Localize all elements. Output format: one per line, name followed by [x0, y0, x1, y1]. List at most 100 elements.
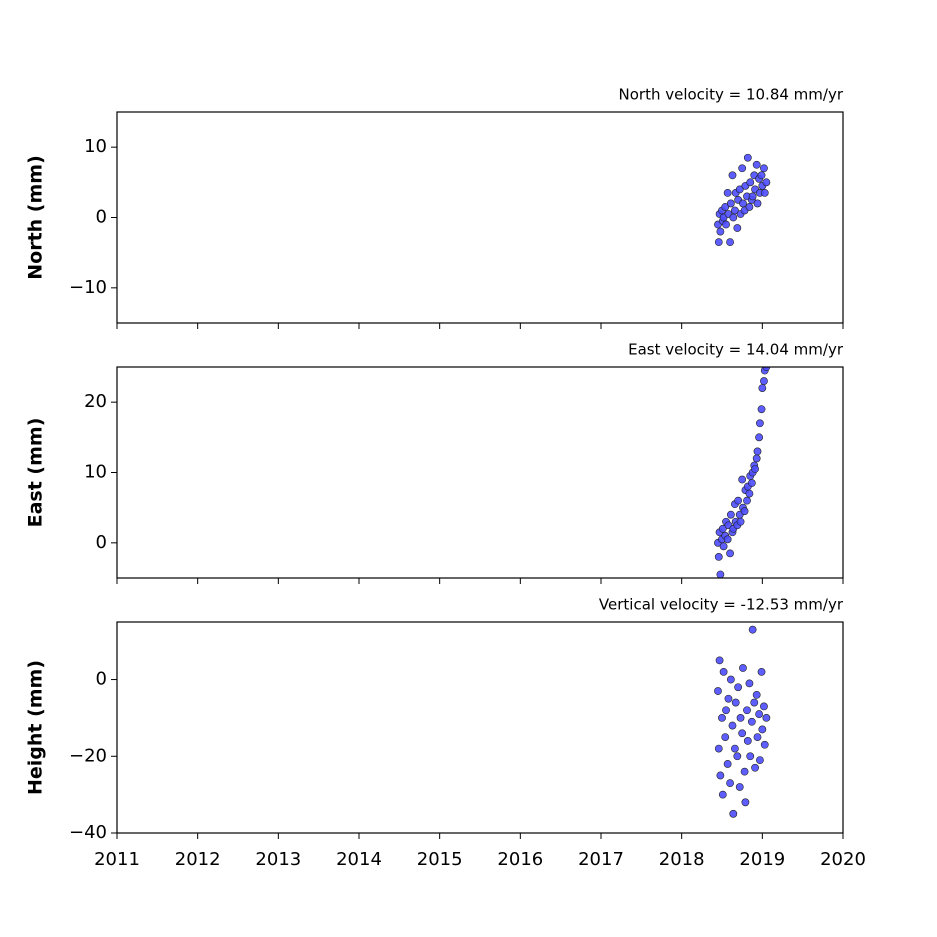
data-point: [729, 809, 738, 818]
data-point: [747, 717, 756, 726]
data-point: [729, 213, 738, 222]
data-point: [740, 767, 749, 776]
y-tick-label: −10: [69, 277, 107, 298]
y-axis-label: North (mm): [25, 155, 47, 280]
data-point: [760, 164, 768, 173]
y-tick-label: 0: [96, 207, 107, 228]
data-point: [746, 178, 755, 187]
data-point: [716, 771, 725, 780]
x-tick-label: 2015: [417, 849, 463, 870]
data-point: [760, 377, 768, 385]
data-point: [751, 763, 759, 772]
data-point: [752, 160, 761, 169]
data-point: [723, 535, 732, 544]
data-point: [756, 756, 764, 765]
data-point: [756, 419, 764, 428]
data-point: [726, 549, 734, 558]
y-axis-label: East (mm): [25, 418, 47, 528]
y-axis-label: Height (mm): [25, 660, 47, 795]
data-point: [714, 553, 723, 561]
data-point: [714, 687, 722, 695]
data-point: [739, 199, 747, 208]
data-point: [736, 517, 745, 526]
data-point: [755, 433, 764, 442]
data-point: [721, 733, 730, 741]
x-tick-label: 2014: [336, 849, 382, 870]
data-point: [751, 465, 759, 473]
x-tick-label: 2012: [175, 849, 221, 870]
data-point: [726, 238, 734, 247]
data-point: [753, 199, 762, 208]
data-point: [721, 203, 730, 211]
data-point: [731, 698, 740, 707]
data-point: [750, 698, 759, 707]
data-point: [743, 737, 752, 745]
data-point: [726, 510, 735, 519]
data-point: [731, 206, 739, 215]
data-point: [740, 507, 749, 516]
data-point: [726, 779, 734, 788]
data-point: [734, 683, 743, 692]
data-point: [743, 153, 752, 162]
data-point: [738, 729, 747, 738]
data-point: [738, 475, 747, 484]
data-point: [746, 752, 755, 761]
data-point: [752, 454, 761, 463]
data-point: [733, 752, 742, 761]
y-tick-label: 10: [84, 462, 107, 483]
data-point: [762, 714, 771, 722]
data-point: [753, 447, 762, 456]
panel-title: East velocity = 14.04 mm/yr: [628, 341, 844, 359]
data-point: [722, 220, 730, 229]
data-point: [758, 384, 767, 392]
data-point: [748, 625, 757, 634]
data-point: [735, 185, 744, 194]
data-point: [762, 367, 771, 371]
data-point: [743, 706, 751, 715]
data-point: [743, 496, 751, 505]
x-tick-label: 2018: [659, 849, 705, 870]
x-tick-label: 2013: [255, 849, 301, 870]
data-point: [739, 664, 747, 672]
data-point: [718, 524, 727, 533]
data-point: [760, 188, 769, 197]
data-point: [745, 489, 754, 498]
data-point: [757, 171, 766, 180]
data-point: [726, 199, 735, 208]
data-point: [718, 714, 726, 722]
y-tick-label: 20: [84, 391, 107, 412]
x-tick-label: 2019: [739, 849, 785, 870]
axes-frame: [116, 111, 844, 324]
panel-title: Vertical velocity = -12.53 mm/yr: [599, 596, 844, 614]
x-tick-label: 2017: [578, 849, 624, 870]
x-tick-label: 2020: [820, 849, 866, 870]
data-point: [745, 679, 754, 688]
axes-frame: [116, 366, 844, 579]
data-point: [718, 790, 727, 799]
y-tick-label: 10: [84, 136, 107, 157]
data-point: [755, 710, 764, 718]
data-point: [726, 675, 735, 684]
data-point: [757, 667, 766, 676]
data-point: [760, 702, 768, 711]
data-point: [758, 725, 767, 734]
data-point: [716, 570, 725, 578]
data-point: [760, 740, 769, 749]
y-tick-label: 0: [96, 669, 107, 690]
data-point: [723, 760, 732, 768]
data-point: [728, 171, 737, 180]
data-point: [738, 164, 747, 173]
data-point: [747, 479, 756, 487]
panel-title: North velocity = 10.84 mm/yr: [619, 86, 844, 104]
data-point: [714, 744, 723, 753]
data-point: [757, 405, 766, 414]
data-point: [752, 690, 761, 699]
data-point: [745, 203, 754, 211]
data-point: [715, 656, 724, 665]
data-point: [735, 783, 744, 791]
data-point: [719, 542, 728, 551]
y-tick-label: −40: [69, 822, 107, 843]
data-point: [719, 667, 728, 676]
data-point: [722, 706, 730, 715]
